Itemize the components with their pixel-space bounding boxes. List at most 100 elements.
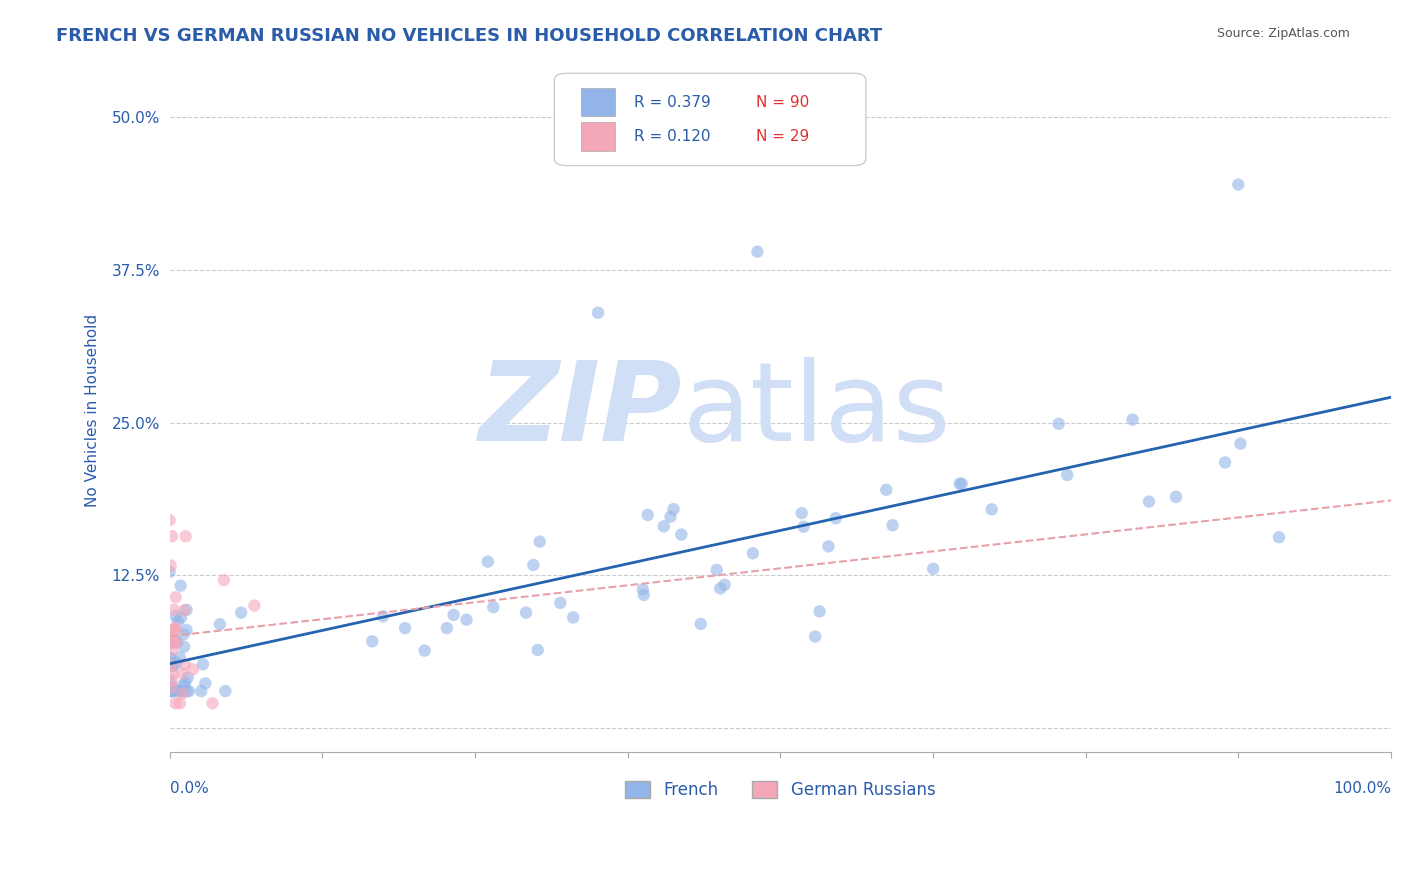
Point xyxy=(804,630,827,644)
Point xyxy=(159,565,181,579)
Y-axis label: No Vehicles in Household: No Vehicles in Household xyxy=(86,314,100,507)
Point xyxy=(709,582,731,596)
Point xyxy=(922,562,945,576)
Point xyxy=(741,546,763,560)
Point xyxy=(633,588,655,602)
Point xyxy=(176,684,198,698)
Point xyxy=(159,651,181,665)
Point xyxy=(177,684,200,698)
Point xyxy=(162,659,184,673)
Text: 100.0%: 100.0% xyxy=(1333,781,1391,797)
Point xyxy=(713,578,735,592)
Point xyxy=(243,599,266,613)
Point xyxy=(163,622,186,636)
Point xyxy=(671,527,693,541)
Point xyxy=(586,306,609,320)
Point xyxy=(1227,178,1250,192)
Point xyxy=(456,613,478,627)
Text: 0.0%: 0.0% xyxy=(170,781,208,797)
Point xyxy=(172,686,194,700)
Point xyxy=(176,603,198,617)
Point xyxy=(160,673,183,688)
Text: Source: ZipAtlas.com: Source: ZipAtlas.com xyxy=(1216,27,1350,40)
Point xyxy=(659,509,682,524)
Point xyxy=(176,623,198,637)
Point xyxy=(637,508,659,522)
Text: R = 0.379: R = 0.379 xyxy=(634,95,710,110)
Point xyxy=(163,621,186,635)
Point xyxy=(162,666,184,681)
Point xyxy=(515,606,537,620)
Point xyxy=(949,476,972,491)
Point xyxy=(562,610,585,624)
Point xyxy=(159,675,181,690)
Point xyxy=(165,609,187,624)
Point xyxy=(160,658,183,673)
Point xyxy=(790,506,813,520)
Text: atlas: atlas xyxy=(682,357,950,464)
Point xyxy=(1047,417,1070,431)
Point xyxy=(662,502,685,516)
Point xyxy=(162,684,184,698)
Point xyxy=(159,684,181,698)
Point xyxy=(1056,467,1078,482)
Point xyxy=(165,635,187,649)
Point xyxy=(170,610,193,624)
Point xyxy=(174,657,197,672)
Point xyxy=(169,684,191,698)
Point xyxy=(169,579,191,593)
Point xyxy=(159,658,181,673)
Point xyxy=(177,671,200,685)
Point xyxy=(165,623,187,637)
Point xyxy=(231,606,253,620)
Point xyxy=(172,666,194,681)
Point xyxy=(162,684,184,698)
Point xyxy=(172,679,194,693)
Point xyxy=(689,616,711,631)
Point xyxy=(165,696,187,710)
Point xyxy=(169,696,191,710)
Point xyxy=(160,684,183,698)
Point xyxy=(1122,412,1144,426)
Point xyxy=(1213,455,1236,469)
Point xyxy=(173,627,195,641)
FancyBboxPatch shape xyxy=(581,87,616,116)
Point xyxy=(652,519,675,533)
Point xyxy=(163,603,186,617)
Point xyxy=(190,684,212,698)
Point xyxy=(194,676,217,690)
Point xyxy=(394,621,416,635)
Point xyxy=(824,511,846,525)
Point xyxy=(208,617,231,632)
Point xyxy=(214,684,236,698)
FancyBboxPatch shape xyxy=(581,122,616,151)
Point xyxy=(201,696,224,710)
Point xyxy=(631,582,654,597)
Text: N = 90: N = 90 xyxy=(756,95,808,110)
Point xyxy=(160,635,183,649)
Point xyxy=(191,657,214,672)
Point xyxy=(165,635,187,649)
Point xyxy=(747,244,769,259)
Point xyxy=(172,684,194,698)
Point xyxy=(950,476,973,491)
Point xyxy=(808,604,831,618)
Point xyxy=(165,591,187,605)
Point xyxy=(477,555,499,569)
Point xyxy=(413,643,436,657)
Point xyxy=(875,483,897,497)
Point xyxy=(793,519,815,533)
Point xyxy=(162,680,184,694)
FancyBboxPatch shape xyxy=(554,73,866,166)
Point xyxy=(166,656,188,670)
Point xyxy=(1137,494,1160,508)
Point xyxy=(1268,530,1291,544)
Text: N = 29: N = 29 xyxy=(756,128,808,144)
Point xyxy=(166,684,188,698)
Point xyxy=(882,518,904,533)
Point xyxy=(159,558,181,573)
Text: R = 0.120: R = 0.120 xyxy=(634,128,710,144)
Point xyxy=(170,684,193,698)
Point xyxy=(166,635,188,649)
Point xyxy=(167,615,190,629)
